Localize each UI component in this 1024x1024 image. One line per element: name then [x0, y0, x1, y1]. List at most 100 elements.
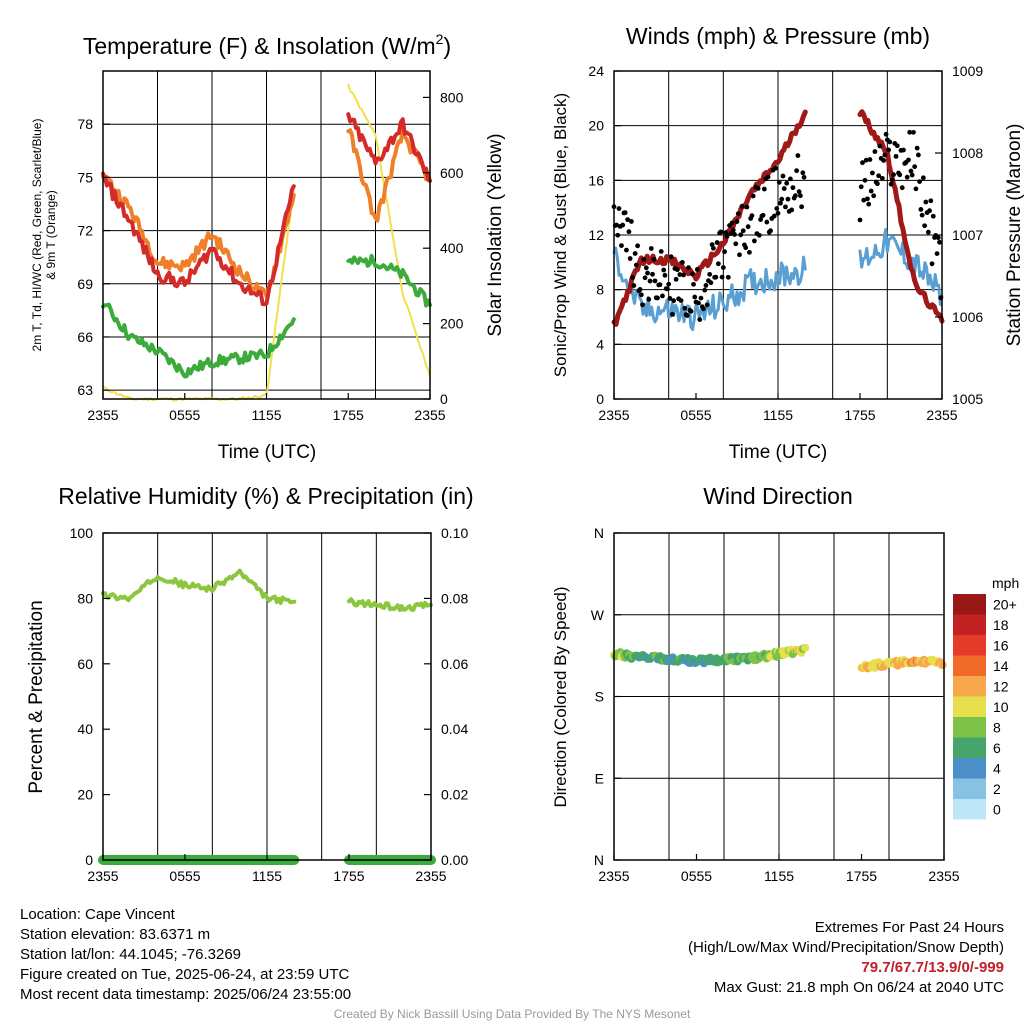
y-tick-label: 8 — [596, 282, 604, 298]
gust-point — [909, 172, 915, 178]
y-tick-label: 78 — [77, 116, 93, 132]
gust-point — [860, 160, 865, 166]
insolation-line — [347, 83, 431, 378]
gust-point — [650, 271, 655, 277]
x-tick-label: 2355 — [87, 868, 118, 884]
gust-point — [906, 157, 911, 163]
y-tick-label: 1008 — [952, 145, 983, 161]
gust-point — [740, 228, 746, 234]
pressure-line — [611, 109, 808, 327]
y-tick-label: 16 — [588, 172, 604, 188]
gust-point — [765, 174, 771, 180]
gust-point — [927, 208, 932, 214]
gust-point — [631, 283, 637, 288]
x-tick-label: 1155 — [763, 407, 793, 423]
gust-point — [738, 232, 744, 238]
gust-point — [792, 193, 798, 199]
gust-point — [756, 232, 762, 238]
dewpoint-line — [101, 302, 296, 379]
y-tick-label: 60 — [77, 656, 93, 672]
gust-point — [799, 204, 805, 210]
y-tick-label: 80 — [77, 590, 93, 606]
temperature-title-end: ) — [443, 33, 451, 59]
wind-xlabel: Time (UTC) — [729, 442, 828, 463]
gust-point — [732, 232, 737, 237]
gust-point — [704, 302, 710, 308]
temperature-right-ticks: 0 200 400 600 800 — [423, 89, 464, 407]
temperature-time-ticks: 2355 0555 1155 1755 2355 — [87, 393, 446, 423]
gust-point — [891, 172, 896, 178]
gust-point — [724, 233, 730, 239]
humidity-time-ticks: 2355 0555 1155 1755 2355 — [87, 854, 447, 884]
gust-point — [750, 193, 756, 199]
figure-created: Figure created on Tue, 2025-06-24, at 23… — [20, 966, 350, 983]
gust-point — [897, 172, 903, 178]
y-tick-label: 72 — [77, 223, 93, 239]
gust-point — [620, 222, 626, 228]
gust-point — [925, 229, 931, 235]
colorbar-label: 8 — [993, 719, 1001, 735]
y-tick-label: 800 — [440, 89, 464, 105]
direction-series — [610, 643, 947, 673]
gust-point — [671, 298, 677, 304]
gust-point — [624, 247, 629, 253]
gust-point — [734, 219, 740, 224]
gust-point — [637, 287, 643, 292]
temperature-title-sup: 2 — [436, 31, 444, 47]
gust-point — [647, 278, 653, 284]
y-tick-label: S — [595, 689, 604, 705]
gust-point — [743, 245, 749, 251]
gust-point — [747, 249, 752, 255]
gust-point — [760, 212, 766, 218]
direction-title: Wind Direction — [703, 483, 853, 509]
y-tick-label: 100 — [70, 525, 94, 541]
gust-point — [788, 176, 793, 182]
temp-9m-line — [346, 125, 432, 223]
gust-point — [888, 181, 894, 187]
station-info: Location: Cape Vincent Station elevation… — [20, 905, 351, 1005]
gust-point — [881, 158, 887, 163]
colorbar-swatch — [953, 594, 986, 615]
gust-point — [930, 213, 936, 219]
gust-point — [937, 239, 942, 245]
gust-point — [652, 278, 658, 284]
gust-point — [703, 283, 709, 288]
temp-2m-line — [346, 112, 432, 183]
gust-point — [863, 157, 869, 163]
wind-title: Winds (mph) & Pressure (mb) — [626, 23, 930, 49]
gust-point — [779, 196, 785, 202]
direction-ylabel: Direction (Colored By Speed) — [551, 586, 570, 807]
gust-point — [751, 238, 757, 244]
y-tick-label: W — [591, 607, 605, 623]
gust-point — [934, 251, 940, 257]
gust-point — [679, 260, 685, 265]
extremes-info: Extremes For Past 24 Hours (High/Low/Max… — [688, 918, 1004, 998]
gust-point — [784, 180, 790, 186]
gust-point — [657, 282, 663, 288]
x-tick-label: 1755 — [333, 407, 364, 423]
gust-point — [714, 240, 720, 245]
gust-point — [729, 220, 735, 226]
colorbar-swatch — [953, 696, 986, 717]
colorbar-label: 4 — [993, 760, 1001, 776]
dewpoint-line — [346, 253, 432, 308]
gust-point — [630, 275, 636, 280]
gust-point — [688, 308, 694, 314]
x-tick-label: 1755 — [844, 407, 875, 423]
gust-point — [682, 305, 688, 311]
latest-timestamp: Most recent data timestamp: 2025/06/24 2… — [20, 986, 352, 1003]
gust-point — [919, 212, 925, 218]
y-tick-label: 20 — [588, 118, 604, 134]
y-tick-label: 0.02 — [441, 787, 468, 803]
wind-pressure-panel: Winds (mph) & Pressure (mb) 04812162024 … — [551, 23, 1024, 463]
y-tick-label: 200 — [440, 316, 464, 332]
y-tick-label: 400 — [440, 240, 464, 256]
colorbar-swatch — [953, 635, 986, 656]
x-tick-label: 0555 — [169, 868, 200, 884]
gust-point — [627, 256, 633, 261]
wind-ylabel-right: Station Pressure (Maroon) — [1004, 124, 1024, 347]
y-tick-label: 1006 — [952, 309, 983, 325]
gust-point — [633, 262, 639, 268]
gust-point — [929, 261, 935, 267]
gust-point — [713, 274, 719, 280]
